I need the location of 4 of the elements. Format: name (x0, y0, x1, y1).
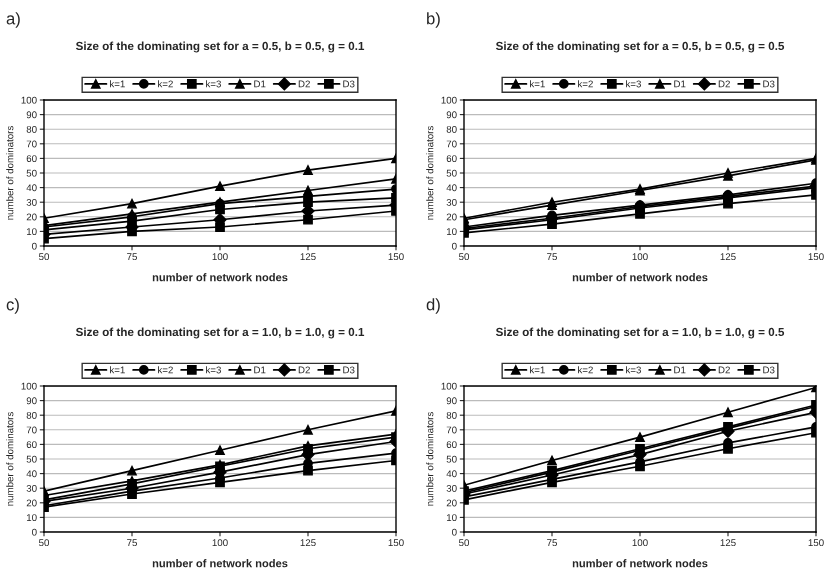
text: a) (6, 12, 20, 28)
text: c) (6, 298, 19, 314)
text: d) (426, 298, 440, 314)
text: b) (427, 12, 440, 28)
